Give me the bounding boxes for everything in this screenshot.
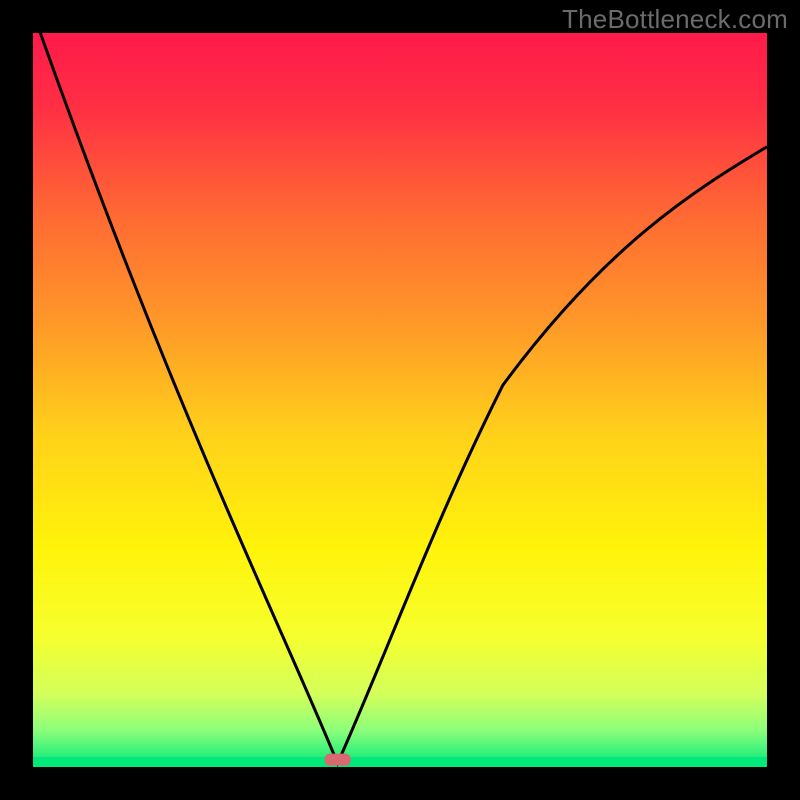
baseline-green-band <box>33 757 767 767</box>
gradient-background <box>33 33 767 767</box>
plot-svg <box>33 33 767 767</box>
vertex-marker <box>325 754 351 766</box>
watermark-text: TheBottleneck.com <box>562 4 788 35</box>
chart-frame: TheBottleneck.com <box>0 0 800 800</box>
